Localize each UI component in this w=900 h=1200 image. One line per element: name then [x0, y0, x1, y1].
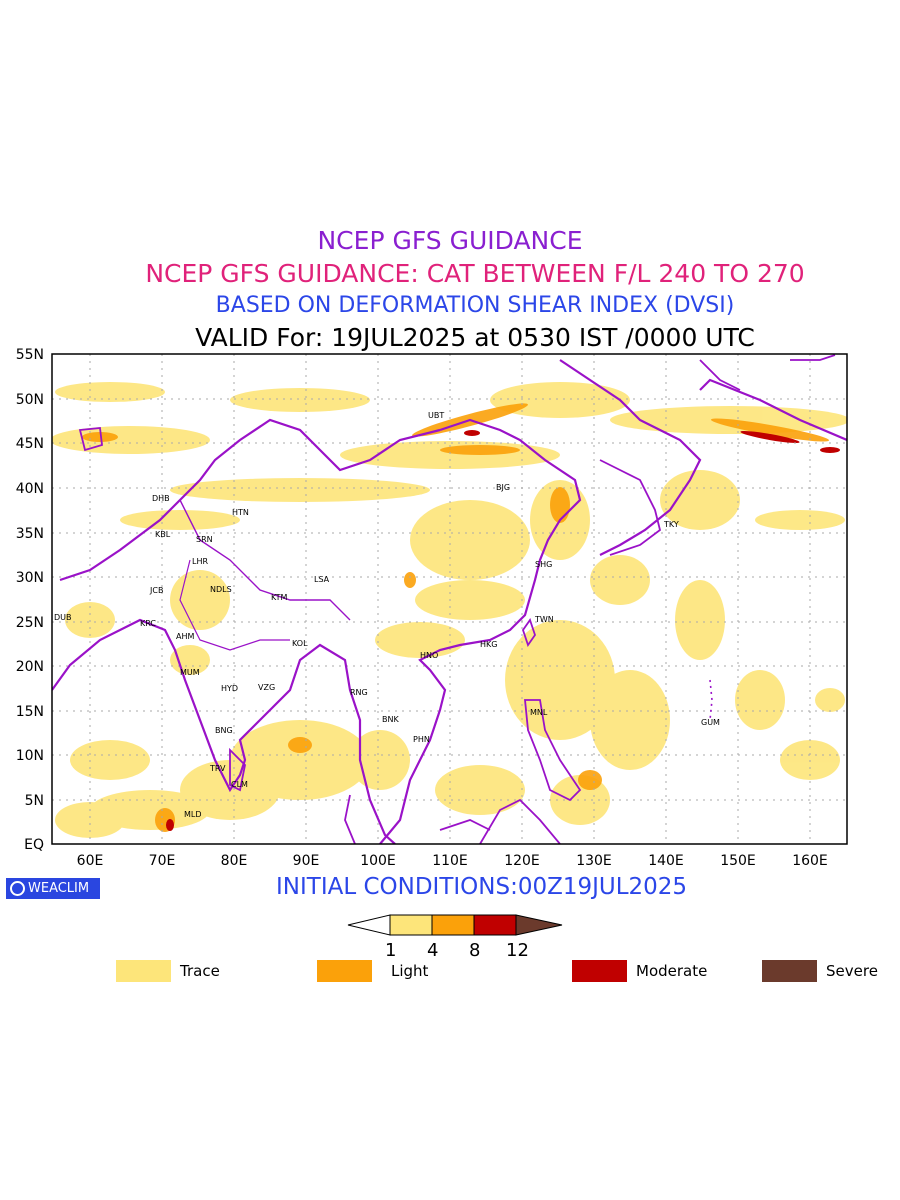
legend-label-light: Light	[391, 962, 429, 980]
city-label: LHR	[192, 557, 208, 566]
legend-label-trace: Trace	[180, 962, 220, 980]
lat-label: 40N	[16, 481, 44, 497]
lon-label: 90E	[293, 853, 320, 869]
lat-label: 50N	[16, 392, 44, 408]
longitude-labels: 60E 70E 80E 90E 100E 110E 120E 130E 140E…	[77, 853, 828, 869]
legend-label-severe: Severe	[826, 962, 878, 980]
cat-forecast-map: 55N 50N 45N 40N 35N 30N 25N 20N 15N 10N …	[16, 347, 848, 869]
colorbar-light	[431, 914, 475, 936]
lon-label: 130E	[576, 853, 612, 869]
map-grid	[52, 354, 847, 844]
legend-label-moderate: Moderate	[636, 962, 708, 980]
weaclim-logo: WEACLIM	[6, 878, 100, 899]
city-label: KTM	[271, 593, 288, 602]
lat-label: 5N	[25, 793, 44, 809]
lat-label: 35N	[16, 526, 44, 542]
lon-label: 140E	[648, 853, 684, 869]
colorbar-tick: 4	[427, 940, 439, 961]
lon-label: 110E	[432, 853, 468, 869]
lat-label: 15N	[16, 704, 44, 720]
legend-swatch-severe	[762, 960, 817, 982]
city-label: SHG	[535, 560, 552, 569]
city-label: MLD	[184, 810, 202, 819]
title-line-2: NCEP GFS GUIDANCE: CAT BETWEEN F/L 240 T…	[145, 259, 805, 288]
city-label: MUM	[180, 668, 200, 677]
city-label: AHM	[176, 632, 194, 641]
valid-time-title: VALID For: 19JUL2025 at 0530 IST /0000 U…	[195, 323, 755, 352]
turbulence-fields	[52, 382, 847, 838]
city-label: SRN	[196, 535, 213, 544]
lon-label: 100E	[360, 853, 396, 869]
initial-conditions: INITIAL CONDITIONS:00Z19JUL2025	[276, 874, 688, 900]
city-label: HNO	[420, 651, 438, 660]
city-label: BJG	[496, 483, 510, 492]
lat-label: 55N	[16, 347, 44, 363]
latitude-labels: 55N 50N 45N 40N 35N 30N 25N 20N 15N 10N …	[16, 347, 44, 853]
lon-label: 80E	[221, 853, 248, 869]
city-label: HTN	[232, 508, 249, 517]
colorbar-tick: 8	[469, 940, 481, 961]
colorbar-moderate	[473, 914, 517, 936]
lat-label: EQ	[24, 837, 44, 853]
colorbar-low-arrow	[347, 914, 391, 936]
city-label: KOL	[292, 639, 308, 648]
city-label: BNG	[215, 726, 233, 735]
city-label: TRV	[209, 764, 226, 773]
title-line-1: NCEP GFS GUIDANCE	[317, 226, 583, 255]
lon-label: 150E	[720, 853, 756, 869]
lat-label: 25N	[16, 615, 44, 631]
title-line-3: BASED ON DEFORMATION SHEAR INDEX (DVSI)	[215, 293, 735, 318]
city-label: NDLS	[210, 585, 232, 594]
lon-label: 120E	[504, 853, 540, 869]
colorbar	[347, 914, 563, 936]
legend-swatch-moderate	[572, 960, 627, 982]
city-label: HKG	[480, 640, 497, 649]
lon-label: 70E	[149, 853, 176, 869]
city-label: KRC	[140, 619, 156, 628]
city-label: PHN	[413, 735, 430, 744]
lat-label: 20N	[16, 659, 44, 675]
city-label: RNG	[350, 688, 368, 697]
city-label: LSA	[314, 575, 330, 584]
city-label: KBL	[155, 530, 171, 539]
city-label: VZG	[258, 683, 275, 692]
logo-ring-icon	[10, 881, 25, 896]
city-label: BNK	[382, 715, 399, 724]
legend-swatch-light	[317, 960, 372, 982]
colorbar-tick: 1	[385, 940, 397, 961]
city-labels: UBT BJG TKY SHG TWN HKG HNO MNL GUM BNK …	[54, 411, 720, 819]
city-label: HYD	[221, 684, 238, 693]
colorbar-trace	[389, 914, 433, 936]
city-label: UBT	[428, 411, 444, 420]
city-label: JCB	[149, 586, 163, 595]
city-label: TKY	[663, 520, 679, 529]
city-label: TWN	[534, 615, 554, 624]
colorbar-tick: 12	[506, 940, 529, 961]
city-label: CLM	[231, 780, 248, 789]
coastlines-borders	[52, 354, 847, 844]
city-label: DHB	[152, 494, 170, 503]
city-label: GUM	[701, 718, 720, 727]
legend-swatch-trace	[116, 960, 171, 982]
lat-label: 45N	[16, 436, 44, 452]
city-label: DUB	[54, 613, 72, 622]
lon-label: 160E	[792, 853, 828, 869]
lon-label: 60E	[77, 853, 104, 869]
lat-label: 10N	[16, 748, 44, 764]
colorbar-severe-arrow	[515, 914, 563, 936]
city-label: MNL	[530, 708, 548, 717]
lat-label: 30N	[16, 570, 44, 586]
logo-text: WEACLIM	[28, 881, 90, 896]
